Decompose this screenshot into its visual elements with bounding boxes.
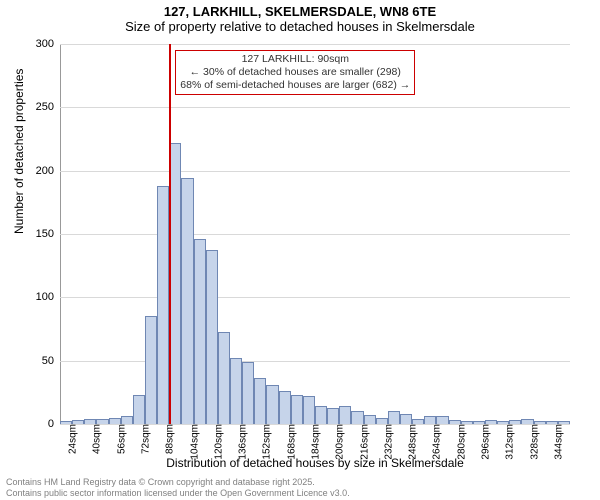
histogram-bar bbox=[181, 178, 193, 424]
x-tick-label: 24sqm bbox=[66, 424, 79, 454]
footer-line-2: Contains public sector information licen… bbox=[6, 488, 350, 498]
histogram-bar bbox=[242, 362, 254, 424]
histogram-bar bbox=[303, 396, 315, 424]
histogram-bar bbox=[315, 406, 327, 424]
footer-attribution: Contains HM Land Registry data © Crown c… bbox=[6, 477, 350, 498]
histogram-bar bbox=[388, 411, 400, 424]
histogram-bar bbox=[400, 414, 412, 424]
gridline bbox=[60, 107, 570, 108]
annotation-line: 127 LARKHILL: 90sqm bbox=[180, 53, 410, 66]
histogram-bar bbox=[121, 416, 133, 424]
histogram-bar bbox=[194, 239, 206, 424]
annotation-box: 127 LARKHILL: 90sqm← 30% of detached hou… bbox=[175, 50, 415, 95]
marker-line bbox=[169, 44, 171, 424]
histogram-bar bbox=[266, 385, 278, 424]
x-tick-label: 216sqm bbox=[357, 424, 370, 460]
x-tick-label: 104sqm bbox=[187, 424, 200, 460]
histogram-bar bbox=[351, 411, 363, 424]
x-tick-label: 200sqm bbox=[333, 424, 346, 460]
x-tick-label: 72sqm bbox=[139, 424, 152, 454]
histogram-bar bbox=[230, 358, 242, 424]
x-tick-label: 88sqm bbox=[163, 424, 176, 454]
x-tick-label: 56sqm bbox=[114, 424, 127, 454]
x-axis-label: Distribution of detached houses by size … bbox=[60, 456, 570, 470]
y-tick-label: 250 bbox=[36, 101, 60, 113]
x-tick-label: 328sqm bbox=[527, 424, 540, 460]
histogram-bar bbox=[339, 406, 351, 424]
gridline bbox=[60, 171, 570, 172]
y-tick-label: 300 bbox=[36, 38, 60, 50]
annotation-line: 68% of semi-detached houses are larger (… bbox=[180, 79, 410, 92]
x-tick-label: 264sqm bbox=[430, 424, 443, 460]
x-tick-label: 248sqm bbox=[406, 424, 419, 460]
x-tick-label: 152sqm bbox=[260, 424, 273, 460]
y-tick-label: 0 bbox=[48, 418, 60, 430]
x-tick-label: 312sqm bbox=[503, 424, 516, 460]
annotation-line: ← 30% of detached houses are smaller (29… bbox=[180, 66, 410, 79]
footer-line-1: Contains HM Land Registry data © Crown c… bbox=[6, 477, 350, 487]
y-tick-label: 200 bbox=[36, 165, 60, 177]
y-tick-label: 100 bbox=[36, 291, 60, 303]
gridline bbox=[60, 234, 570, 235]
histogram-bar bbox=[364, 415, 376, 424]
x-tick-label: 296sqm bbox=[479, 424, 492, 460]
x-tick-label: 136sqm bbox=[236, 424, 249, 460]
gridline bbox=[60, 297, 570, 298]
gridline bbox=[60, 44, 570, 45]
y-tick-label: 50 bbox=[42, 355, 60, 367]
histogram-bar bbox=[327, 408, 339, 424]
x-tick-label: 184sqm bbox=[309, 424, 322, 460]
histogram-bar bbox=[279, 391, 291, 424]
x-tick-label: 120sqm bbox=[211, 424, 224, 460]
histogram-bar bbox=[291, 395, 303, 424]
histogram-bar bbox=[436, 416, 448, 424]
x-tick-label: 280sqm bbox=[454, 424, 467, 460]
histogram-bar bbox=[133, 395, 145, 424]
gridline bbox=[60, 361, 570, 362]
x-tick-label: 40sqm bbox=[90, 424, 103, 454]
y-axis-label: Number of detached properties bbox=[12, 69, 26, 234]
title-line-2: Size of property relative to detached ho… bbox=[0, 19, 600, 34]
y-tick-label: 150 bbox=[36, 228, 60, 240]
histogram-bar bbox=[157, 186, 169, 424]
histogram-bar bbox=[254, 378, 266, 424]
histogram-bar bbox=[218, 332, 230, 424]
x-tick-label: 232sqm bbox=[381, 424, 394, 460]
x-tick-label: 168sqm bbox=[284, 424, 297, 460]
title-line-1: 127, LARKHILL, SKELMERSDALE, WN8 6TE bbox=[0, 0, 600, 19]
x-tick-label: 344sqm bbox=[551, 424, 564, 460]
plot-area: 05010015020025030024sqm40sqm56sqm72sqm88… bbox=[60, 44, 570, 424]
histogram-bar bbox=[424, 416, 436, 424]
chart-container: 127, LARKHILL, SKELMERSDALE, WN8 6TE Siz… bbox=[0, 0, 600, 500]
histogram-bar bbox=[145, 316, 157, 424]
histogram-bar bbox=[206, 250, 218, 424]
